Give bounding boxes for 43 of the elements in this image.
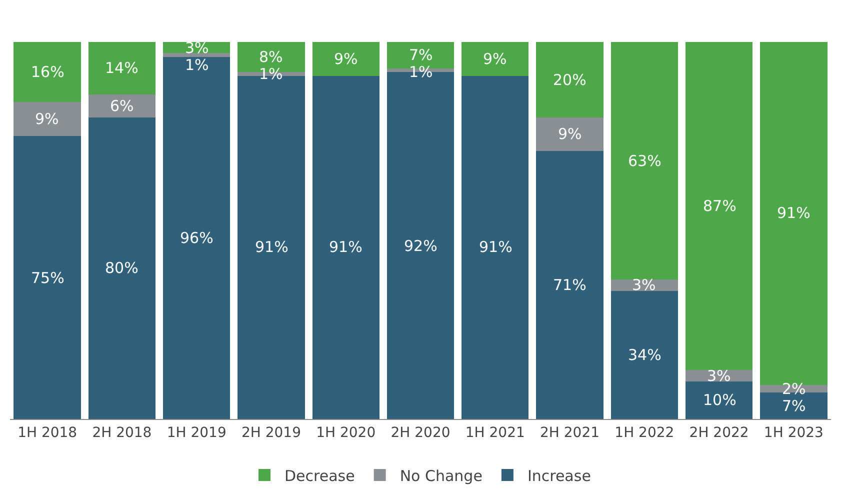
x-tick-label: 2H 2019 [241,424,301,441]
x-tick-label: 1H 2023 [764,424,824,441]
data-label: 91% [255,238,288,256]
x-tick-label: 1H 2018 [18,424,78,441]
data-label: 96% [180,229,214,247]
data-label: 3% [707,367,731,385]
x-tick-label: 2H 2022 [689,424,749,441]
data-label: 8% [259,48,283,66]
x-tick-label: 2H 2018 [92,424,152,441]
data-label: 7% [409,46,433,64]
x-tick-label: 1H 2020 [316,424,376,441]
x-tick-label: 1H 2021 [465,424,525,441]
legend-label: No Change [400,466,482,485]
data-label: 75% [31,269,64,287]
data-label: 9% [35,110,59,128]
data-label: 63% [628,152,662,170]
data-label: 14% [105,59,138,77]
data-label: 7% [782,397,806,415]
data-label: 6% [110,97,134,115]
data-label: 91% [479,238,512,256]
data-label: 71% [553,276,586,294]
data-label: 9% [334,50,358,68]
data-label: 3% [632,276,656,294]
data-label: 16% [31,63,64,81]
data-label: 3% [185,39,209,57]
data-label: 92% [404,237,438,255]
data-label: 1% [185,56,209,74]
x-tick-label: 1H 2022 [614,424,674,441]
x-tick-label: 2H 2021 [540,424,600,441]
data-label: 91% [777,204,810,222]
legend-label: Increase [527,466,591,485]
x-tick-label: 1H 2019 [166,424,226,441]
data-label: 9% [483,50,507,68]
legend-label: Decrease [284,466,355,485]
data-label: 1% [409,63,433,81]
data-label: 20% [553,71,586,89]
data-label: 34% [628,346,662,364]
data-label: 87% [703,197,736,215]
x-tick-label: 2H 2020 [390,424,450,441]
data-label: 9% [558,125,582,143]
data-label: 91% [329,238,362,256]
data-label: 10% [703,391,736,409]
data-label: 80% [105,259,138,277]
